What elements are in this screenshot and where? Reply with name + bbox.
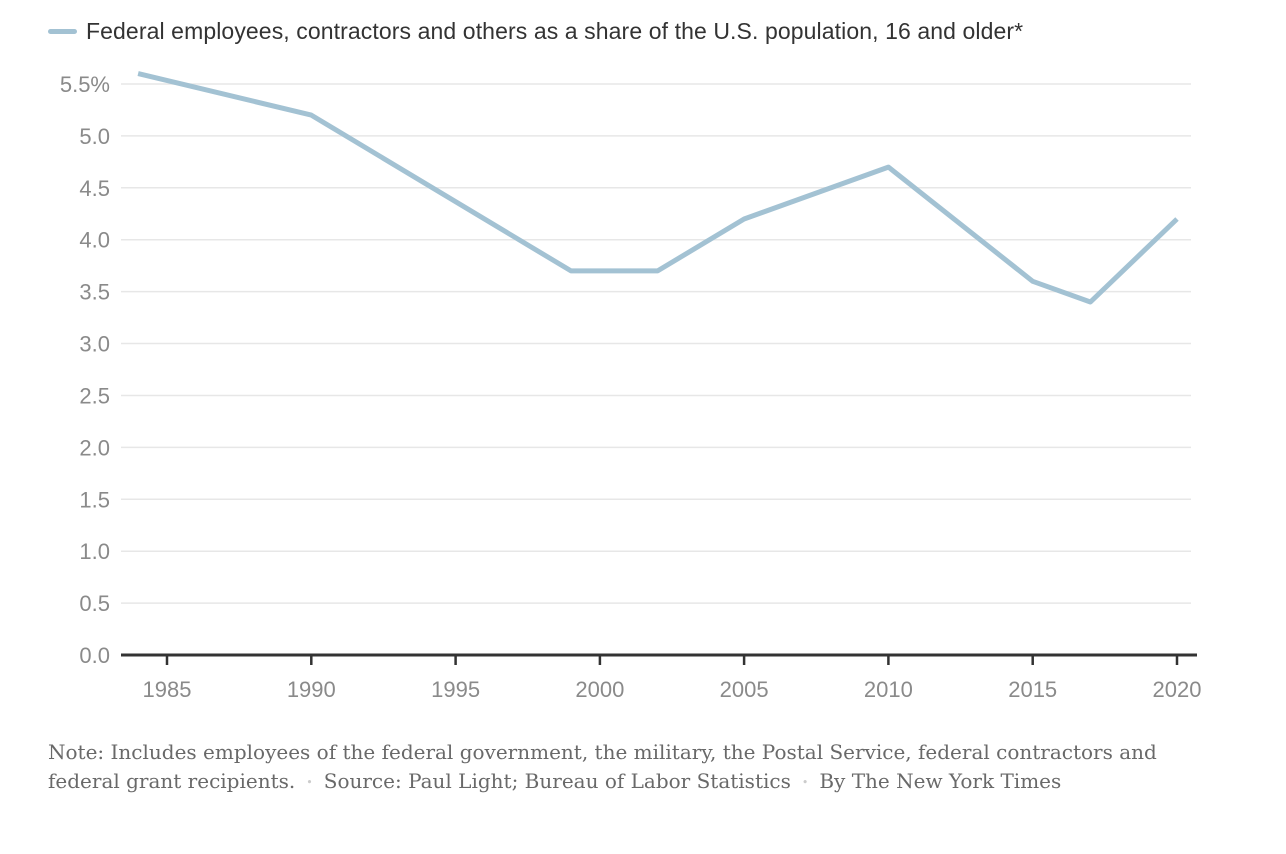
y-axis-tick-label: 1.0 xyxy=(79,539,110,564)
x-axis-tick-label: 2020 xyxy=(1153,677,1202,702)
x-axis-tick-label: 2015 xyxy=(1008,677,1057,702)
y-axis-tick-label: 0.5 xyxy=(79,591,110,616)
y-axis-tick-label: 0.0 xyxy=(79,643,110,668)
bullet-separator-icon: • xyxy=(801,776,809,789)
source-text: Source: Paul Light; Bureau of Labor Stat… xyxy=(323,769,791,793)
x-axis-tick-label: 2000 xyxy=(575,677,624,702)
x-axis-tick-label: 1985 xyxy=(143,677,192,702)
line-chart-plot-area: 5.5% 5.0 4.5 4.0 3.5 3.0 2.5 2.0 1.5 1.0 0.5 0.0 198… xyxy=(60,71,1202,702)
x-axis-tick-label: 1990 xyxy=(287,677,336,702)
legend: Federal employees, contractors and other… xyxy=(48,18,1023,45)
legend-label: Federal employees, contractors and other… xyxy=(86,18,1024,44)
y-axis-tick-label: 4.5 xyxy=(79,176,110,201)
data-series-line xyxy=(137,71,1179,305)
x-axis-tick-label: 1995 xyxy=(431,677,480,702)
note-text: Note: Includes employees of the federal … xyxy=(48,740,1157,793)
bullet-separator-icon: • xyxy=(306,776,313,789)
y-axis-tick-label: 2.0 xyxy=(79,435,110,460)
byline-text: By The New York Times xyxy=(819,769,1062,793)
y-axis-tick-label: 5.0 xyxy=(79,124,110,149)
x-axis-tick-label: 2010 xyxy=(864,677,913,702)
y-axis-tick-label: 3.5 xyxy=(79,280,110,305)
y-axis-tick-label: 3.0 xyxy=(79,332,110,357)
x-axis-tick-label: 2005 xyxy=(720,677,769,702)
y-axis-tick-label: 1.5 xyxy=(79,487,110,512)
legend-line-swatch xyxy=(48,29,77,34)
y-axis-tick-label: 5.5% xyxy=(60,72,110,97)
y-axis-tick-label: 4.0 xyxy=(79,228,110,253)
y-axis-tick-label: 2.5 xyxy=(79,384,110,409)
footer-note: Note: Includes employees of the federal … xyxy=(48,738,1163,797)
